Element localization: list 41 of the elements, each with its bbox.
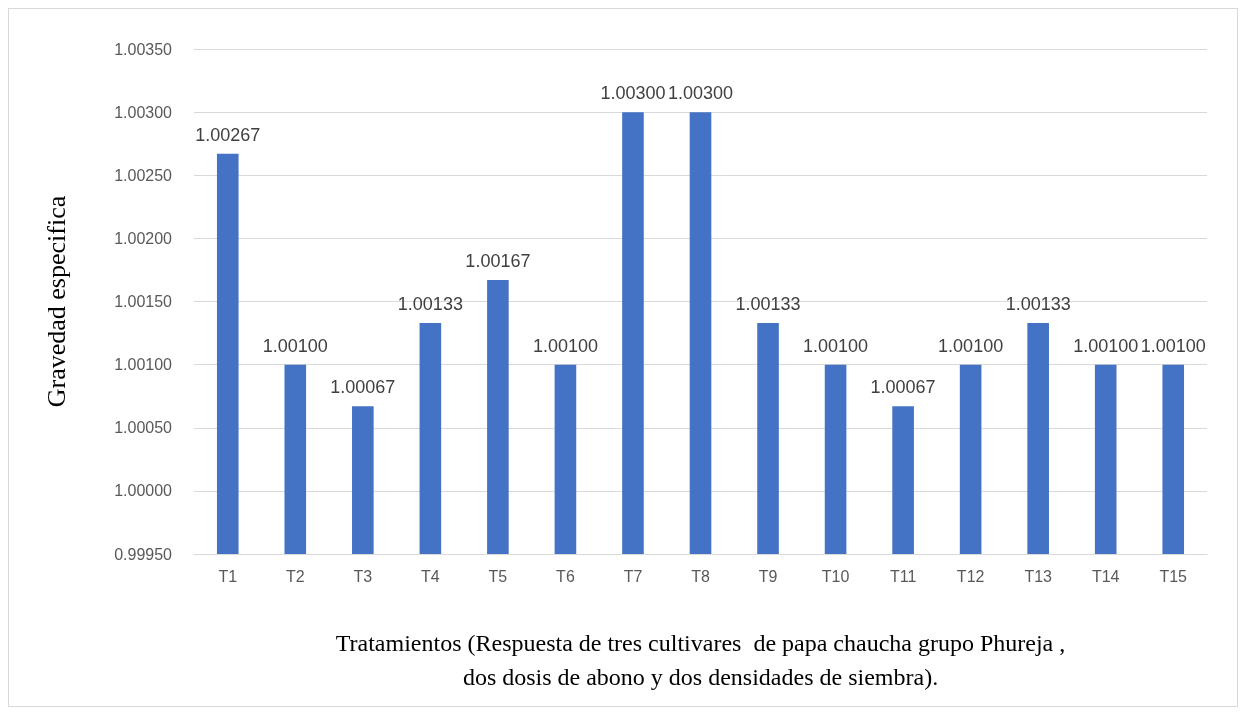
data-label: 1.00300 <box>667 83 734 104</box>
x-tick-label: T3 <box>353 567 373 585</box>
y-tick-label: 1.00350 <box>114 40 173 58</box>
x-tick-label: T13 <box>1024 567 1053 585</box>
x-tick-label: T1 <box>218 567 238 585</box>
x-tick-label: T8 <box>691 567 710 585</box>
data-label: 1.00133 <box>397 293 463 314</box>
data-label: 1.00167 <box>465 251 531 272</box>
y-tick-label: 1.00200 <box>114 229 173 247</box>
x-tick-label: T9 <box>758 567 778 585</box>
y-tick-label: 0.99950 <box>114 545 173 563</box>
data-label: 1.00100 <box>1073 335 1139 356</box>
y-tick-label: 1.00000 <box>114 482 173 500</box>
data-label: 1.00267 <box>195 124 261 145</box>
y-tick-label: 1.00100 <box>114 356 173 374</box>
x-tick-label: T11 <box>889 567 917 585</box>
x-tick-label: T2 <box>285 567 305 585</box>
data-label: 1.00100 <box>532 335 598 356</box>
x-tick-label: T10 <box>821 567 850 585</box>
y-tick-label: 1.00300 <box>114 103 173 121</box>
x-tick-label: T15 <box>1159 567 1188 585</box>
data-label: 1.00133 <box>735 293 801 314</box>
y-tick-label: 1.00150 <box>114 293 173 310</box>
x-tick-label: T12 <box>956 567 985 585</box>
data-label: 1.00100 <box>1140 335 1206 356</box>
x-tick-label: T5 <box>488 567 508 585</box>
y-axis-title: Gravedad especifica <box>41 195 71 408</box>
x-axis-title: Tratamientos (Respuesta de tres cultivares de papa chaucha grupo Phureja , dos dosis de abono y dos densidades de siembra). <box>335 630 1066 690</box>
x-tick-label: T4 <box>421 567 440 585</box>
y-tick-label: 1.00050 <box>114 419 173 437</box>
x-tick-label: T6 <box>556 567 575 585</box>
data-label: 1.00100 <box>262 335 328 356</box>
data-label: 1.00300 <box>600 83 666 104</box>
data-label: 1.00100 <box>803 335 869 356</box>
x-tick-label: T7 <box>623 567 643 585</box>
y-tick-label: 1.00250 <box>114 166 173 184</box>
data-label: 1.00067 <box>870 377 936 398</box>
data-label: 1.00100 <box>938 335 1004 356</box>
data-label: 1.00133 <box>1005 293 1071 314</box>
data-label: 1.00067 <box>330 377 396 398</box>
x-tick-label: T14 <box>1091 567 1120 585</box>
